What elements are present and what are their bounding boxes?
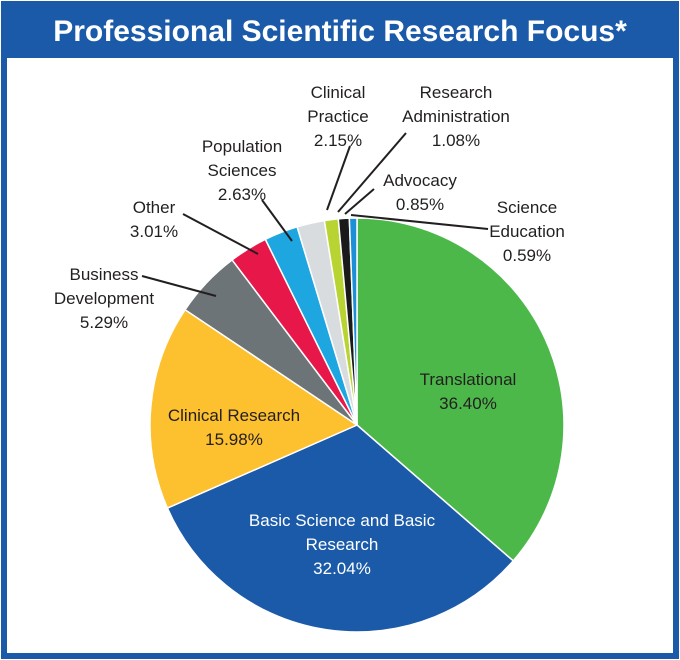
value-label: 5.29% (79, 313, 129, 332)
slice-label: Clinical Research 15.98% (149, 404, 319, 452)
slice-label: Science Education 0.59% (477, 196, 577, 268)
value-label: 32.04% (313, 559, 371, 578)
leader-lines (141, 132, 489, 297)
slice-label: Clinical Practice 2.15% (298, 81, 378, 153)
value-label: 0.59% (502, 246, 552, 265)
value-label: 1.08% (431, 131, 481, 150)
slice-label: Population Sciences 2.63% (187, 135, 297, 207)
category-label: Clinical Practice (307, 83, 369, 126)
slice-label: Translational 36.40% (383, 368, 553, 416)
pie-slice (356, 217, 565, 562)
slice-label: Business Development 5.29% (39, 263, 169, 335)
category-label: Advocacy (383, 171, 457, 190)
value-label: 2.63% (217, 185, 267, 204)
category-label: Science Education (489, 198, 565, 241)
category-label: Other (132, 198, 176, 217)
slice-label: Research Administration 1.08% (376, 81, 536, 153)
pie-slice (166, 424, 515, 633)
slice-label: Advocacy 0.85% (370, 169, 470, 217)
value-label: 36.40% (439, 394, 497, 413)
chart-title: Professional Scientific Research Focus* (53, 15, 627, 48)
value-label: 15.98% (205, 430, 263, 449)
slice-label: Other 3.01% (114, 196, 194, 244)
category-label: Business Development (53, 265, 155, 308)
pie-slice (149, 308, 359, 510)
slice-label: Basic Science and Basic Research 32.04% (247, 509, 437, 581)
category-label: Research Administration (402, 83, 510, 126)
pie-slice (348, 217, 358, 426)
value-label: 3.01% (129, 222, 179, 241)
category-label: Basic Science and Basic Research (248, 511, 436, 554)
value-label: 0.85% (395, 195, 445, 214)
category-label: Translational (419, 370, 517, 389)
category-label: Population Sciences (201, 137, 283, 180)
category-label: Clinical Research (167, 406, 301, 425)
title-bar (4, 4, 676, 58)
value-label: 2.15% (313, 131, 363, 150)
